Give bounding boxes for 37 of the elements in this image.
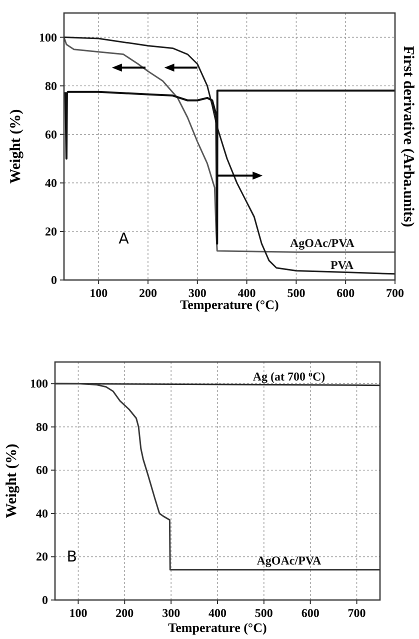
y-tick-label: 20 xyxy=(36,550,48,564)
y-tick-label: 80 xyxy=(36,420,48,434)
x-tick-label: 200 xyxy=(116,606,134,620)
y-tick-label: 0 xyxy=(51,273,57,287)
y-axis-title: Weight (%) xyxy=(4,444,20,518)
series-label: Ag (at 700 $^{o}$C) xyxy=(252,368,326,384)
series-label: AgOAc/PVA xyxy=(256,554,322,568)
y-tick-label: 60 xyxy=(36,463,48,478)
y-tick-label: 0 xyxy=(42,593,48,607)
x-tick-label: 300 xyxy=(162,606,180,620)
y-tick-label: 40 xyxy=(45,176,57,190)
x-tick-label: 500 xyxy=(287,286,306,300)
y-axis-title: Weight (%) xyxy=(8,109,24,184)
x-tick-label: 700 xyxy=(348,606,366,620)
y-tick-label: 80 xyxy=(45,78,57,93)
y2-axis-title: First derivative (Arba.units) xyxy=(400,46,416,228)
series-label: PVA xyxy=(330,258,354,272)
x-tick-label: 400 xyxy=(208,606,226,620)
x-axis-title: Temperature (°C) xyxy=(168,620,267,635)
y-tick-label: 60 xyxy=(45,127,57,142)
x-tick-label: 100 xyxy=(90,286,108,300)
x-tick-label: 700 xyxy=(386,286,404,300)
y-tick-label: 20 xyxy=(45,224,57,238)
annotation: A xyxy=(118,229,130,248)
x-tick-label: 600 xyxy=(301,606,320,620)
x-tick-label: 300 xyxy=(188,286,206,300)
x-tick-label: 500 xyxy=(254,606,273,620)
x-tick-label: 600 xyxy=(336,286,355,300)
y-tick-label: 100 xyxy=(30,376,48,391)
y-tick-label: 100 xyxy=(39,30,57,44)
x-tick-label: 200 xyxy=(138,286,157,300)
annotation: B xyxy=(66,547,77,566)
y-tick-label: 40 xyxy=(36,506,48,520)
x-axis-title: Temperature (°C) xyxy=(180,297,279,312)
x-tick-label: 100 xyxy=(69,606,88,620)
x-tick-label: 400 xyxy=(238,286,256,300)
series-label: AgOAc/PVA xyxy=(290,236,355,250)
